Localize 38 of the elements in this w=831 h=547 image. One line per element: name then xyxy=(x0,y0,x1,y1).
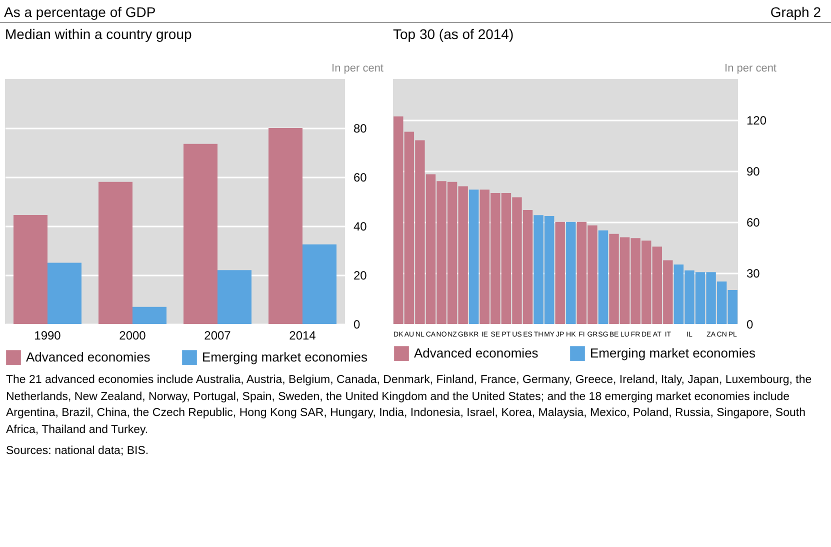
y-tick-label: 20 xyxy=(354,268,368,282)
bar xyxy=(218,270,252,324)
bar xyxy=(132,306,166,324)
chart-title: Median within a country group xyxy=(5,26,192,42)
y-axis-title: In per cent xyxy=(724,62,776,74)
bar xyxy=(469,190,479,324)
legend-label: Advanced economies xyxy=(26,350,151,365)
legend-label: Emerging market economies xyxy=(202,350,368,365)
bar xyxy=(555,222,565,324)
bar xyxy=(598,230,608,324)
bar xyxy=(184,144,218,324)
text: The 21 advanced economies include Australia, Austria, Belgium, Canada, Denmark, Finland, France, Germany, Greece, Ireland, Italy, Japan, Luxembourg, the Netherlands, New Zealand, Norway, Portugal, Spain, Sweden, the United Kingdom and the United States; and the 18 emerging market economies include Argentina, Brazil, China, the Czech Republic, Hong Kong SAR, Hungary, India, Indonesia, Israel, Korea, Malaysia, Mexico, Poland, Russia, Singapore, South Africa, Thailand and Turkey. xyxy=(6,373,813,438)
y-tick-label: 40 xyxy=(354,220,368,234)
bar xyxy=(268,128,302,324)
y-tick-label: 90 xyxy=(746,164,760,178)
y-tick-label: 120 xyxy=(746,113,767,128)
bar xyxy=(14,214,48,324)
bar xyxy=(48,262,82,324)
y-tick-label: 60 xyxy=(746,215,760,230)
x-tick-label: 2007 xyxy=(204,328,232,342)
y-tick-label: 80 xyxy=(354,122,368,136)
bar xyxy=(302,244,336,324)
x-tick-label: 2014 xyxy=(289,328,316,342)
legend-label: Emerging market economies xyxy=(590,346,756,361)
y-tick-label: 60 xyxy=(354,170,368,184)
bar xyxy=(98,182,132,324)
x-tick-label: 1990 xyxy=(34,328,62,342)
y-tick-label: 0 xyxy=(746,318,754,332)
caption: Graph 2 xyxy=(770,4,821,20)
chart-title: Top 30 (as of 2014) xyxy=(393,26,514,42)
legend-label: Advanced economies xyxy=(414,346,539,361)
y-axis-title: In per cent xyxy=(332,62,384,74)
source-note: Sources: national data; BIS. xyxy=(6,444,150,459)
bar xyxy=(566,222,576,324)
text: As a percentage of GDP xyxy=(4,4,156,20)
y-tick-label: 0 xyxy=(354,318,360,332)
y-tick-label: 30 xyxy=(746,266,760,280)
x-tick-label: 2000 xyxy=(119,328,146,342)
